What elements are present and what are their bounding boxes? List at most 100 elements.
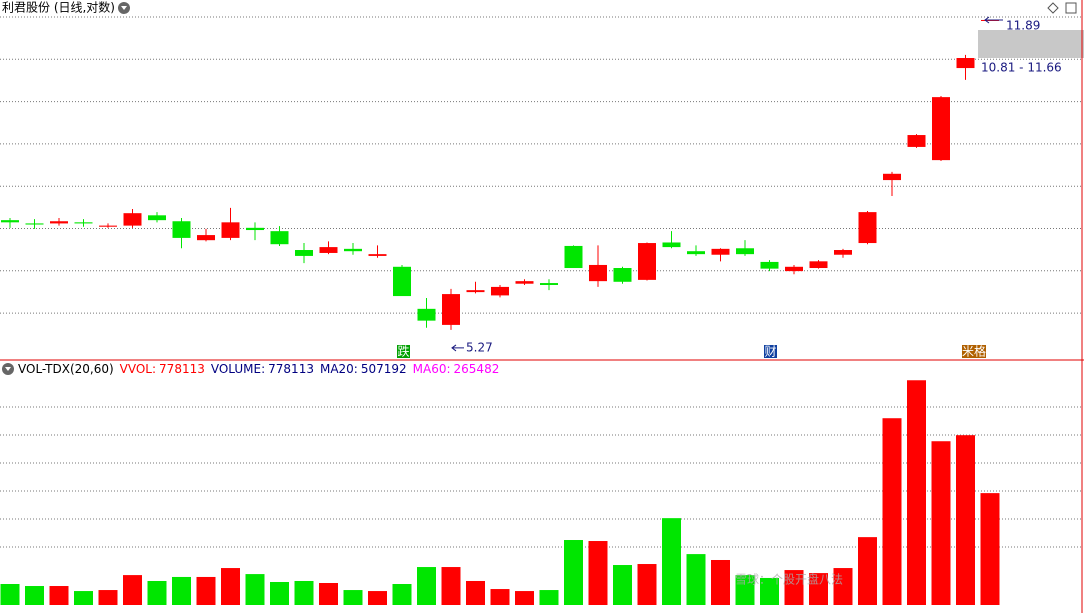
volume-bar [564,540,583,605]
volume-bar [980,493,1000,605]
candle-body [393,266,411,297]
indicator-stat-name: MA20: [320,362,358,376]
candle-body [711,248,730,255]
volume-bar [784,570,804,605]
candle-body [564,245,583,269]
volume-bar [539,590,559,605]
candle-body [148,215,166,221]
low-arrow [451,344,464,352]
high-arrow [984,16,1003,24]
volume-bar [74,591,93,605]
candle-body [491,286,509,296]
candle-body [589,264,607,282]
volume-bar [711,559,730,605]
volume-bar [196,576,216,605]
candle-body [74,222,93,224]
price-highlight [978,30,1084,58]
candle-body [246,227,264,231]
volume-bar [490,589,510,605]
range-label: 10.81 - 11.66 [981,61,1062,75]
volume-bar [637,564,657,605]
volume-bar [49,586,69,605]
candle-body [466,290,485,293]
chart-title: 利君股份 (日线,对数) [2,0,115,15]
volume-bar [343,590,363,605]
indicator-stat-value: 778113 [268,362,314,376]
candle-body [344,248,362,252]
candle-body [123,213,142,226]
candle-body [883,173,901,181]
event-marker [764,345,777,358]
candle-body [613,268,632,282]
candle-body [760,261,779,269]
volume-bar [809,573,828,605]
candle-body [197,235,215,241]
indicator-header: VOL-TDX(20,60) VVOL: 778113 VOLUME: 778113 MA… [18,362,499,376]
high-label: 11.89 [1006,18,1040,32]
indicator-stat-name: VOLUME: [211,362,265,376]
candle-body [99,225,117,227]
indicator-stat-value: 507192 [361,362,407,376]
volume-bar [882,418,902,605]
candle-body [662,242,681,248]
diamond-icon[interactable] [1047,2,1059,14]
volume-bar [392,584,412,605]
volume-bar [294,580,314,605]
volume-bar [956,435,975,605]
indicator-title: VOL-TDX(20,60) [18,362,114,376]
indicator-stat-name: MA60: [413,362,451,376]
volume-bar [172,576,191,605]
volume-bar [760,577,779,605]
event-marker [962,345,986,358]
volume-bar [931,441,951,605]
candle-body [638,243,656,280]
candle-body [736,248,754,255]
volume-bar [270,581,289,605]
volume-bar [907,380,926,605]
event-marker [397,345,410,358]
volume-bar [319,583,338,605]
volume-bar [662,518,681,605]
candle-body [907,135,926,147]
volume-bar [245,574,265,605]
marks [0,19,1000,605]
volume-bar [588,541,608,605]
volume-bar [417,567,436,605]
candle-body [932,97,950,161]
candle-body [809,261,828,269]
volume-bar [858,537,877,605]
candle-body [956,58,975,69]
volume-bar [613,565,632,605]
candle-body [368,254,387,256]
event-marker-label: 财 [764,345,776,359]
volume-bar [833,568,853,605]
candle-body [687,251,705,255]
volume-bar [147,580,167,605]
watermark: 雪球：个股开盘八法 [735,572,843,587]
indicator-stat-value: 778113 [159,362,205,376]
menu-icon-arrow [121,6,127,10]
candle-body [515,281,534,284]
indicator-menu-arrow [5,367,11,371]
candle-body [221,222,240,238]
grid [0,16,1082,548]
candle-body [295,250,313,256]
candle-body [172,221,191,238]
volume-bar [0,584,20,605]
low-label: 5.27 [466,340,493,354]
candle-body [834,250,852,255]
candle-body [50,221,68,224]
candle-body [1,220,19,223]
volume-bar [368,591,387,605]
window-icon[interactable] [1065,2,1077,14]
volume-bar [466,580,485,605]
volume-bar [735,575,755,605]
candle-body [25,223,44,225]
event-marker-label: 跌 [397,344,409,359]
candle-body [858,212,877,244]
indicator-stat-value: 265482 [454,362,500,376]
volume-bar [221,568,240,605]
indicator-stat-name: VVOL: [120,362,156,376]
volume-bar [98,590,118,605]
candle-body [319,247,338,253]
